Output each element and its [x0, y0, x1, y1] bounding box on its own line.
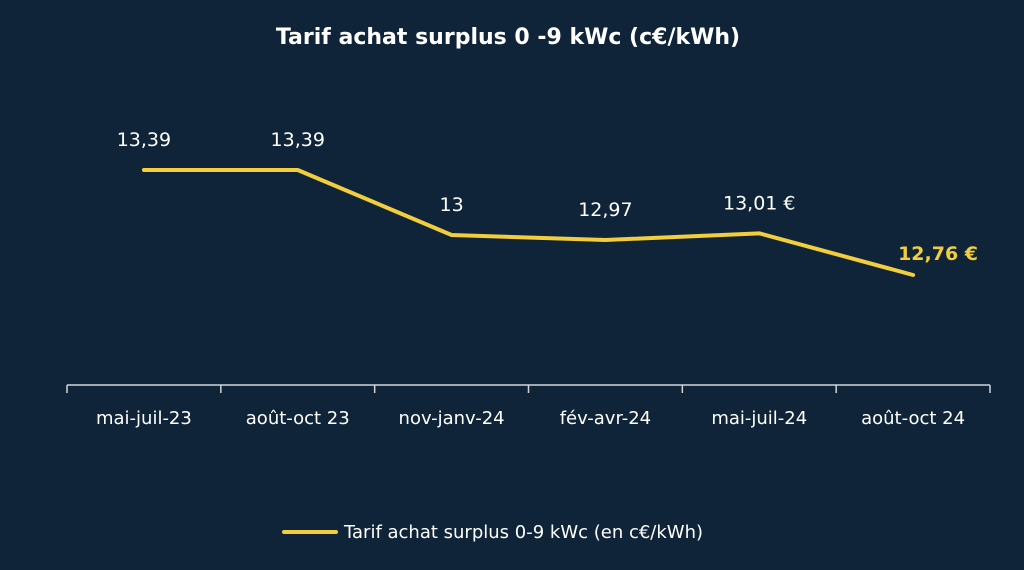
legend-label: Tarif achat surplus 0-9 kWc (en c€/kWh) — [343, 522, 703, 543]
data-label: 13,01 € — [723, 192, 796, 214]
data-label: 12,97 — [578, 199, 632, 221]
legend: Tarif achat surplus 0-9 kWc (en c€/kWh) — [282, 522, 703, 543]
data-label: 13,39 — [271, 129, 325, 151]
chart-title: Tarif achat surplus 0 -9 kWc (c€/kWh) — [276, 25, 740, 50]
series-line-layer — [141, 168, 916, 277]
data-labels: 13,39 13,39 13 12,97 13,01 € 12,76 € — [117, 129, 978, 265]
x-axis — [66, 384, 991, 393]
data-label: 13 — [439, 194, 463, 216]
x-tick-label: mai-juil-24 — [711, 408, 807, 429]
data-label: 13,39 — [117, 129, 171, 151]
x-tick-label: mai-juil-23 — [96, 408, 192, 429]
x-tick-label: nov-janv-24 — [399, 408, 505, 429]
data-label-highlight: 12,76 € — [898, 243, 978, 265]
x-tick-label: fév-avr-24 — [560, 408, 651, 429]
x-tick-labels: mai-juil-23 août-oct 23 nov-janv-24 fév-avr… — [96, 408, 965, 429]
series-line — [141, 168, 916, 277]
x-tick-label: août-oct 24 — [861, 408, 965, 429]
x-tick-label: août-oct 23 — [246, 408, 350, 429]
